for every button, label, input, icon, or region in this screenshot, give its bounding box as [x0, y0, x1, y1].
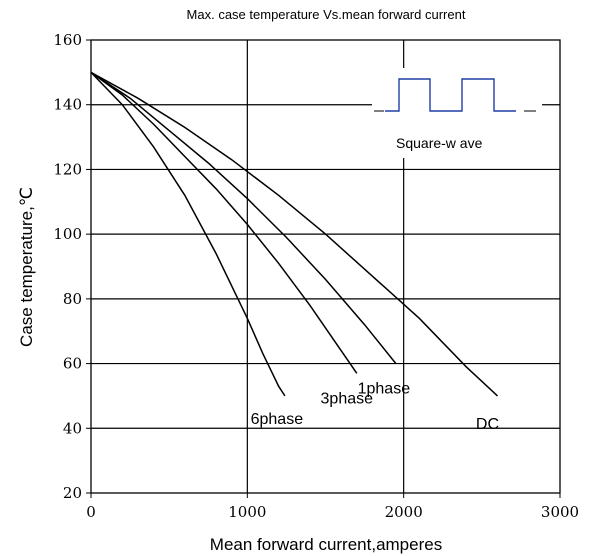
y-tick-label: 60: [63, 355, 82, 373]
square-wave-icon: [385, 78, 516, 112]
series-label-6phase: 6phase: [251, 411, 304, 428]
square-wave-inset: Square-w ave: [372, 68, 542, 158]
series-line-3phase: [90, 71, 358, 374]
y-tick-label: 120: [53, 160, 82, 178]
inset-background: [372, 68, 542, 158]
x-tick-label: 0: [86, 503, 96, 521]
series-label-1phase: 1phase: [358, 381, 411, 398]
series-line-1phase: [90, 71, 397, 365]
inset-label: Square-w ave: [396, 135, 483, 151]
chart-title: Max. case temperature Vs.mean forward cu…: [187, 7, 466, 22]
series-line-6phase: [90, 71, 286, 397]
y-tick-label: 100: [53, 225, 82, 243]
plot-area-frame: [90, 39, 561, 494]
y-tick-label: 80: [63, 290, 82, 308]
y-tick-label: 160: [53, 31, 82, 49]
series-line-dc: [90, 71, 499, 397]
x-axis-title: Mean forward current,amperes: [210, 535, 442, 554]
x-axis-ticks: 0 1000 2000 3000: [86, 493, 579, 521]
y-axis-title: Case temperature,℃: [17, 187, 36, 347]
y-axis-ticks: 20 40 60 80 100 120 140 160: [53, 31, 91, 502]
y-tick-label: 20: [63, 484, 82, 502]
series-lines: [90, 71, 499, 397]
y-tick-label: 40: [63, 419, 82, 437]
y-tick-label: 140: [53, 96, 82, 114]
x-tick-label: 2000: [385, 503, 423, 521]
series-label-dc: DC: [476, 416, 499, 433]
x-tick-label: 3000: [541, 503, 579, 521]
x-tick-label: 1000: [228, 503, 266, 521]
series-label-3phase: 3phase: [321, 390, 374, 407]
